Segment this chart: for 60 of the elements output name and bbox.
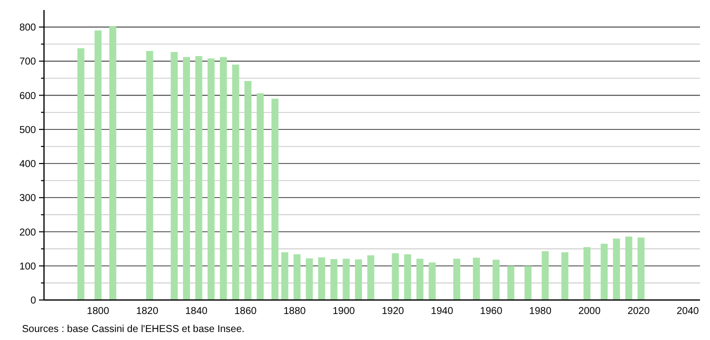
bar [524, 266, 532, 300]
y-tick-label: 300 [19, 193, 36, 204]
x-tick-label: 1900 [332, 306, 356, 317]
bar [453, 258, 460, 300]
bar [109, 26, 116, 300]
bar [208, 58, 215, 300]
bar [625, 236, 632, 300]
bar [507, 266, 514, 300]
bar [428, 262, 436, 300]
bar [77, 48, 84, 300]
bar [583, 247, 590, 300]
bar [404, 254, 412, 300]
bar [472, 258, 480, 300]
x-tick-label: 1860 [234, 306, 258, 317]
y-tick-label: 800 [19, 22, 36, 34]
bar [146, 50, 154, 300]
bar [416, 258, 424, 300]
x-tick-label: 2020 [627, 306, 650, 317]
bar [170, 52, 178, 300]
bar [232, 64, 240, 300]
bar [354, 259, 362, 300]
bar [318, 257, 326, 300]
bar [195, 56, 202, 300]
x-tick-label: 2000 [578, 306, 601, 317]
bar [367, 255, 374, 300]
bar [392, 253, 399, 300]
bar [256, 93, 264, 300]
bar [294, 254, 301, 300]
y-tick-label: 600 [19, 90, 36, 102]
source-note: Sources : base Cassini de l'EHESS et base Insee. [22, 324, 245, 335]
bar [94, 30, 102, 300]
bar [330, 259, 338, 300]
bar [271, 98, 278, 300]
bar [542, 251, 549, 300]
x-tick-label: 1960 [480, 306, 503, 317]
bar [342, 258, 350, 300]
bar [600, 244, 608, 300]
bar [612, 238, 620, 300]
x-tick-label: 1840 [185, 306, 208, 317]
x-tick-label: 1800 [86, 306, 110, 317]
bar [561, 252, 568, 300]
bar [183, 57, 190, 300]
bar [638, 238, 645, 300]
x-tick-label: 2040 [676, 306, 700, 317]
y-tick-label: 700 [19, 56, 36, 68]
bar [306, 258, 313, 300]
bar [220, 57, 227, 300]
x-tick-label: 1980 [529, 306, 552, 317]
y-tick-label: 500 [19, 124, 36, 136]
x-tick-label: 1920 [382, 306, 404, 317]
y-tick-label: 400 [19, 159, 36, 170]
bar [492, 260, 500, 300]
x-tick-label: 1940 [430, 306, 454, 317]
x-tick-label: 1820 [136, 306, 159, 317]
y-tick-label: 0 [30, 296, 36, 306]
bar [244, 80, 252, 300]
x-tick-label: 1880 [283, 306, 306, 317]
bar [281, 252, 288, 300]
y-tick-label: 200 [19, 227, 36, 238]
y-tick-label: 100 [19, 261, 36, 272]
